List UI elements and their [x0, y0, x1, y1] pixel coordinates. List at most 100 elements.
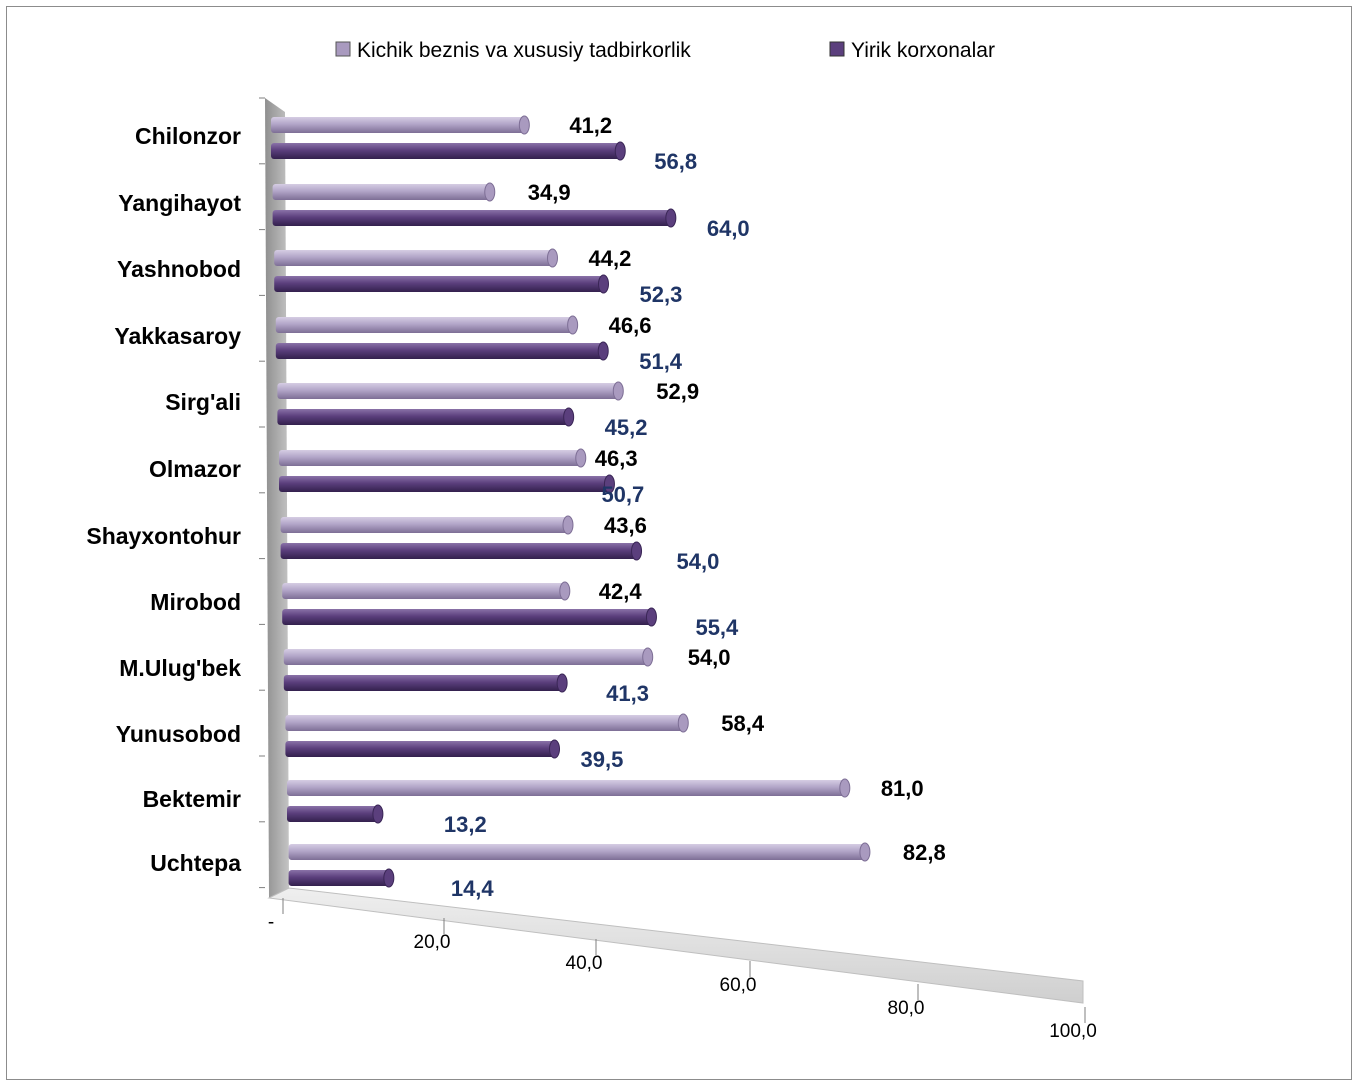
bar-body — [280, 517, 568, 533]
data-label-yirik: 52,3 — [639, 282, 682, 307]
data-label-kichik: 34,9 — [528, 180, 571, 205]
bar-body — [288, 844, 865, 860]
x-tick-label: 80,0 — [888, 998, 925, 1019]
bar-body — [279, 450, 581, 466]
bar-body — [274, 276, 604, 292]
bar-yirik — [282, 607, 657, 627]
bar-body — [283, 649, 648, 665]
data-label-kichik: 44,2 — [588, 246, 631, 271]
bar-cap — [563, 407, 575, 427]
bar-body — [277, 383, 619, 399]
bar-yirik — [271, 141, 626, 161]
category-label: Mirobod — [150, 589, 241, 615]
bar-body — [283, 675, 563, 691]
bar-yirik — [287, 804, 384, 824]
bar-body — [272, 184, 490, 200]
x-tick-label: 20,0 — [414, 932, 451, 953]
data-label-yirik: 55,4 — [695, 615, 739, 640]
category-label: Shayxontohur — [86, 523, 241, 549]
bar-kichik — [272, 182, 496, 202]
bar-cap — [614, 141, 626, 161]
bar-body — [282, 583, 565, 599]
bar-body — [271, 143, 621, 159]
bar-body — [282, 609, 652, 625]
bar-body — [285, 715, 684, 731]
bar-cap — [631, 541, 643, 561]
data-label-yirik: 39,5 — [581, 747, 624, 772]
category-label: Uchtepa — [150, 850, 241, 876]
bar-cap — [677, 713, 689, 733]
bar-kichik — [274, 248, 558, 268]
bar-cap — [642, 647, 654, 667]
bar-yirik — [279, 474, 615, 494]
bar-chart: - 20,0 40,0 60,0 80,0 100,0 41,2 56,8 34,9 64,0 4… — [86, 39, 1097, 1042]
bar-kichik — [283, 647, 654, 667]
category-label: M.Ulug'bek — [119, 655, 241, 681]
data-label-kichik: 82,8 — [903, 840, 946, 865]
data-label-yirik: 64,0 — [707, 216, 750, 241]
bar-kichik — [282, 581, 571, 601]
category-label: Yangihayot — [118, 190, 241, 216]
bar-kichik — [288, 842, 871, 862]
legend-swatch-yirik — [829, 41, 845, 57]
data-label-yirik: 45,2 — [605, 415, 648, 440]
category-label: Yunusobod — [116, 721, 241, 747]
bar-cap — [603, 474, 615, 494]
bar-cap — [562, 515, 574, 535]
data-label-kichik: 52,9 — [656, 379, 699, 404]
bar-yirik — [285, 739, 561, 759]
legend-label-kichik: Kichik beznis va xususiy tadbirkorlik — [357, 39, 691, 62]
data-label-kichik: 81,0 — [881, 776, 924, 801]
data-label-yirik: 51,4 — [639, 349, 683, 374]
legend-swatch-kichik — [335, 41, 351, 57]
legend-label-yirik: Yirik korxonalar — [851, 39, 995, 62]
legend: Kichik beznis va xususiy tadbirkorlik Yi… — [335, 39, 995, 62]
data-label-kichik: 46,6 — [609, 313, 652, 338]
bar-cap — [597, 341, 609, 361]
bar-cap — [645, 607, 657, 627]
bar-cap — [612, 381, 624, 401]
category-label: Bektemir — [143, 786, 241, 812]
bar-kichik — [275, 315, 579, 335]
bar-body — [288, 870, 389, 886]
bar-body — [274, 250, 553, 266]
data-label-yirik: 54,0 — [677, 549, 720, 574]
bar-cap — [575, 448, 587, 468]
bar-cap — [484, 182, 496, 202]
data-label-yirik: 50,7 — [601, 482, 644, 507]
bar-body — [280, 543, 637, 559]
bar-cap — [839, 778, 851, 798]
x-tick-label: 60,0 — [720, 975, 757, 996]
bar-body — [287, 780, 845, 796]
bar-body — [275, 343, 604, 359]
data-label-yirik: 14,4 — [451, 876, 495, 901]
category-label: Yashnobod — [117, 256, 241, 282]
bar-yirik — [272, 208, 677, 228]
chart-frame: - 20,0 40,0 60,0 80,0 100,0 41,2 56,8 34,9 64,0 4… — [6, 6, 1352, 1080]
category-label: Sirg'ali — [165, 389, 241, 415]
bar-kichik — [285, 713, 689, 733]
bar-yirik — [283, 673, 568, 693]
bar-cap — [567, 315, 579, 335]
bar-cap — [546, 248, 558, 268]
data-label-yirik: 13,2 — [444, 812, 487, 837]
chart-floor — [267, 887, 1084, 1004]
category-label: Yakkasaroy — [114, 323, 241, 349]
bar-body — [272, 210, 671, 226]
data-label-kichik: 46,3 — [595, 446, 638, 471]
bar-kichik — [279, 448, 587, 468]
bar-body — [275, 317, 573, 333]
bar-yirik — [275, 341, 609, 361]
bar-cap — [559, 581, 571, 601]
bar-cap — [556, 673, 568, 693]
category-label: Olmazor — [149, 456, 241, 482]
bar-cap — [597, 274, 609, 294]
bar-kichik — [271, 115, 530, 135]
bar-yirik — [277, 407, 575, 427]
bar-cap — [372, 804, 384, 824]
x-tick-label: 100,0 — [1049, 1021, 1097, 1042]
bar-cap — [383, 868, 395, 888]
chart-back-wall — [265, 98, 289, 898]
bar-yirik — [280, 541, 643, 561]
data-label-kichik: 42,4 — [599, 579, 643, 604]
